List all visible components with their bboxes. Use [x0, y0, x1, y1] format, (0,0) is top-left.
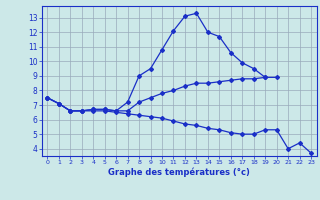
X-axis label: Graphe des températures (°c): Graphe des températures (°c) [108, 168, 250, 177]
